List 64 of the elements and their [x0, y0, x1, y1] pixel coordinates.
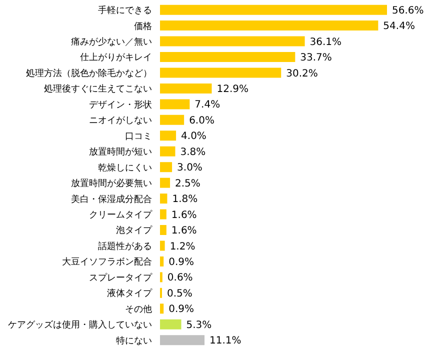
y-tick-label: 乾燥しにくい	[98, 162, 152, 174]
y-tick-label: 仕上がりがキレイ	[80, 52, 152, 64]
y-tick-label: ニオイがしない	[89, 116, 152, 126]
data-label: 56.6%	[392, 5, 424, 16]
data-label: 2.5%	[175, 178, 200, 190]
bar	[160, 4, 387, 15]
y-tick-label: 液体タイプ	[107, 288, 153, 300]
bar	[160, 225, 166, 236]
data-label: 7.4%	[194, 100, 220, 111]
y-tick-label: 価格	[134, 20, 152, 32]
data-label: 12.9%	[216, 84, 249, 96]
y-tick-label: 泡タイプ	[116, 225, 153, 236]
data-label: 1.6%	[171, 226, 197, 237]
bar	[160, 335, 205, 346]
bar	[160, 83, 212, 94]
data-label: 1.6%	[171, 210, 197, 221]
y-tick-label: 大豆イソフラボン配合	[62, 256, 152, 268]
bar	[160, 319, 182, 330]
y-tick-label: 特にない	[116, 335, 152, 346]
y-tick-label: 処理後すぐに生えてこない	[44, 84, 152, 95]
y-tick-label: その他	[125, 304, 152, 315]
data-label: 36.1%	[310, 36, 342, 48]
y-tick-label: 口コミ	[125, 132, 152, 142]
bar	[160, 209, 166, 220]
y-tick-label: 処理方法（脱色か除毛かなど）	[26, 68, 152, 79]
bar	[160, 20, 378, 31]
bar	[160, 240, 165, 251]
data-label: 5.3%	[186, 320, 212, 331]
data-label: 4.0%	[181, 131, 206, 142]
bar	[160, 36, 305, 46]
data-label: 11.1%	[210, 336, 242, 347]
y-tick-label: 放置時間が必要無い	[71, 178, 152, 190]
data-label: 0.9%	[168, 257, 194, 268]
bar	[160, 52, 296, 62]
data-label: 6.0%	[189, 115, 214, 126]
bar	[160, 99, 190, 110]
bar	[160, 146, 176, 156]
bar	[160, 178, 170, 188]
data-label: 0.6%	[167, 272, 193, 284]
y-tick-label: 手軽にできる	[98, 5, 152, 16]
data-label: 0.5%	[167, 288, 192, 300]
y-tick-label: 話題性がある	[98, 240, 152, 252]
bar	[160, 256, 164, 266]
y-tick-label: ケアグッズは使用・購入していない	[8, 320, 152, 331]
data-label: 3.0%	[177, 162, 202, 174]
data-label: 30.2%	[286, 68, 318, 80]
y-tick-label: スプレータイプ	[89, 272, 153, 284]
data-label: 33.7%	[300, 52, 332, 64]
bar	[160, 68, 282, 78]
y-tick-label: クリームタイプ	[89, 210, 153, 221]
bar	[160, 130, 176, 141]
y-tick-label: 美白・保湿成分配合	[71, 194, 152, 205]
data-label: 0.9%	[168, 304, 194, 316]
y-tick-label: 痛みが少ない／無い	[71, 36, 152, 48]
data-label: 1.2%	[170, 241, 196, 252]
bar	[160, 304, 164, 314]
bar	[160, 114, 184, 125]
data-label: 54.4%	[383, 21, 415, 32]
bar	[160, 162, 172, 172]
y-tick-label: 放置時間が短い	[89, 146, 152, 158]
data-label: 1.8%	[172, 194, 198, 206]
bar	[160, 194, 168, 204]
data-label: 3.8%	[180, 146, 206, 158]
y-tick-label: デザイン・形状	[89, 99, 152, 110]
